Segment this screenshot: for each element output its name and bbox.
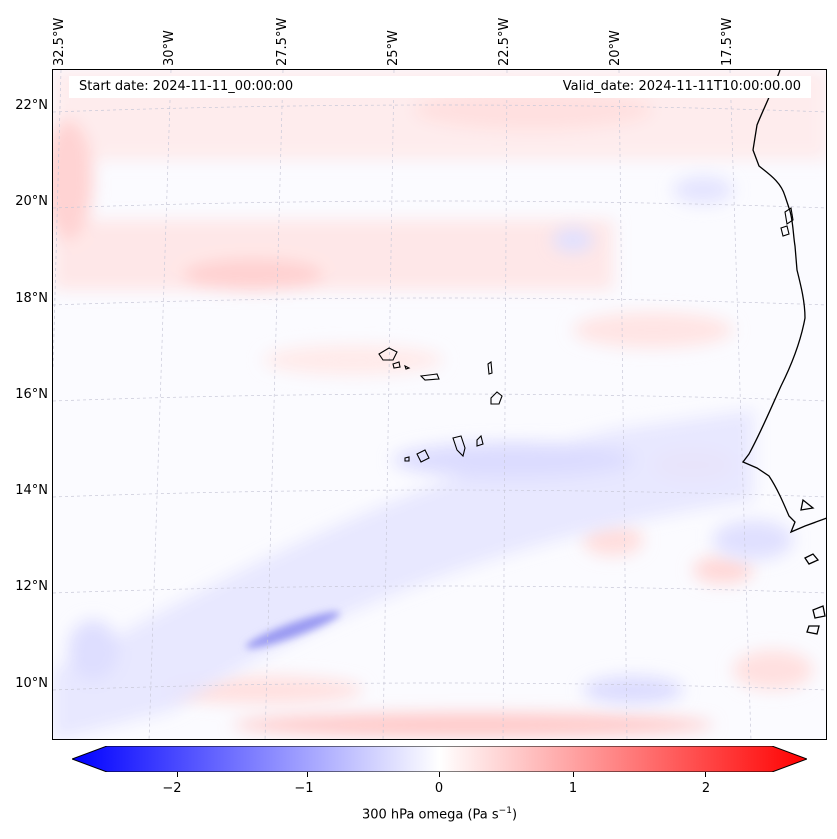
coast-islets	[780, 207, 794, 237]
omega-negative-field	[53, 176, 793, 739]
africa-coastline	[741, 70, 826, 635]
lat-label-20n: 20°N	[15, 194, 48, 209]
island-santa-luzia	[404, 364, 411, 370]
colorbar-tickmark	[705, 772, 706, 777]
lat-label-18n: 18°N	[15, 291, 48, 306]
lon-label-25w: 25°W	[386, 30, 401, 66]
colorbar-tick-label: −1	[294, 781, 314, 796]
colorbar-tickmark	[177, 772, 178, 777]
colorbar-tick-label: 0	[434, 781, 444, 796]
lat-label-14n: 14°N	[15, 483, 48, 498]
map-field	[53, 70, 826, 739]
colorbar-tick-label: −2	[162, 781, 182, 796]
graticule	[53, 70, 826, 739]
valid-date-label: Valid_date: 2024-11-11T10:00:00.00	[562, 79, 801, 94]
lat-label-22n: 22°N	[15, 98, 48, 113]
lon-label-30w: 30°W	[162, 30, 177, 66]
island-sao-nicolau	[419, 373, 440, 381]
island-santo-antao	[378, 347, 398, 361]
island-sao-vicente	[392, 361, 401, 369]
colorbar-tick-label: 1	[568, 781, 578, 796]
lon-label-20w: 20°W	[608, 30, 623, 66]
date-banner: Start date: 2024-11-11_00:00:00 Valid_da…	[69, 76, 811, 98]
map-panel[interactable]: Start date: 2024-11-11_00:00:00 Valid_da…	[52, 69, 827, 740]
lon-label-27-5w: 27.5°W	[275, 17, 290, 66]
lat-label-12n: 12°N	[15, 579, 48, 594]
island-brava	[404, 456, 410, 462]
colorbar-tick-label: 2	[701, 781, 711, 796]
lon-label-17-5w: 17.5°W	[720, 17, 735, 66]
lon-label-22-5w: 22.5°W	[497, 17, 512, 66]
island-santiago	[452, 435, 466, 458]
island-sal	[487, 361, 493, 375]
colorbar-tickmark	[439, 772, 440, 777]
colorbar-tickmark	[573, 772, 574, 777]
colorbar	[72, 746, 807, 772]
colorbar-label: 300 hPa omega (Pa s−1)	[361, 806, 518, 823]
lat-label-10n: 10°N	[15, 676, 48, 691]
island-boa-vista	[490, 391, 503, 405]
cape-verde-islands	[378, 347, 503, 463]
colorbar-tickmark	[307, 772, 308, 777]
colorbar-gradient	[72, 746, 807, 772]
omega-negative-streak	[245, 611, 341, 649]
lat-label-16n: 16°N	[15, 387, 48, 402]
island-fogo	[416, 449, 430, 463]
island-maio	[476, 434, 484, 447]
start-date-label: Start date: 2024-11-11_00:00:00	[79, 79, 294, 94]
lon-label-32-5w: 32.5°W	[52, 17, 67, 66]
